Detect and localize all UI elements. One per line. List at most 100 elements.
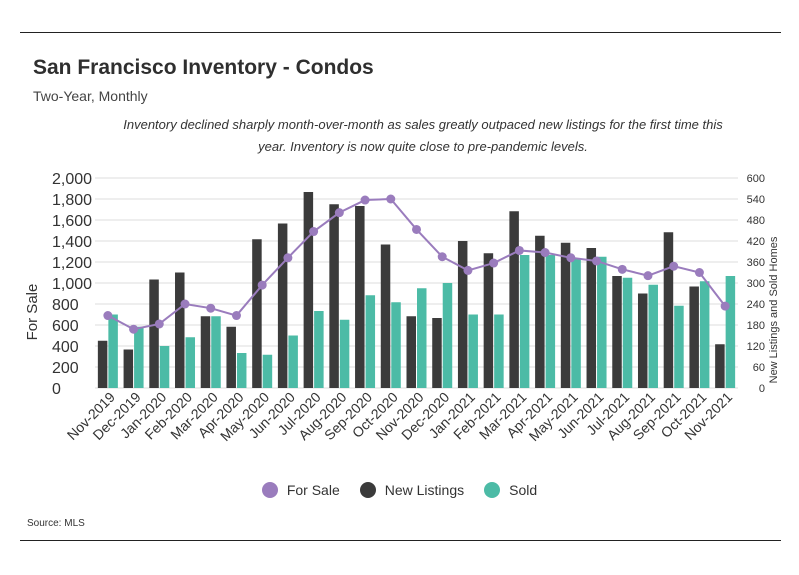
point-for-sale: [720, 301, 730, 311]
y-tick-right: 360: [747, 257, 765, 269]
point-for-sale: [669, 261, 679, 271]
bottom-rule: [20, 540, 781, 541]
y-tick-right: 300: [747, 278, 765, 290]
point-for-sale: [643, 271, 653, 281]
point-for-sale: [514, 245, 524, 255]
bar-new-listings: [637, 293, 648, 388]
point-for-sale: [154, 319, 164, 329]
chart-title: San Francisco Inventory - Condos: [33, 56, 374, 79]
source-note: Source: MLS: [27, 518, 85, 529]
point-for-sale: [309, 227, 319, 237]
chart-note: Inventory declined sharply month-over-mo…: [123, 117, 723, 154]
point-for-sale: [540, 248, 550, 258]
bar-sold: [134, 326, 144, 388]
bar-new-listings: [509, 211, 519, 388]
bar-new-listings: [355, 206, 365, 388]
bar-new-listings: [149, 279, 159, 388]
bar-sold: [185, 337, 196, 388]
bar-new-listings: [380, 244, 391, 388]
y-tick-right: 60: [753, 362, 765, 374]
bar-sold: [365, 295, 376, 388]
y-tick-left: 200: [52, 360, 79, 377]
legend-item-sold: Sold: [484, 482, 537, 498]
bar-new-listings: [586, 248, 597, 388]
point-for-sale: [412, 224, 421, 234]
bar-new-listings: [252, 239, 262, 388]
bar-sold: [236, 353, 247, 388]
y-tick-right: 240: [747, 299, 765, 311]
point-for-sale: [592, 256, 602, 266]
bar-sold: [288, 335, 298, 388]
bar-new-listings: [689, 286, 699, 388]
bar-new-listings: [457, 241, 468, 388]
bar-sold: [597, 256, 607, 388]
chart-canvas: 02004006008001,0001,2001,4001,6001,8002,…: [24, 171, 780, 444]
y-tick-right: 480: [747, 215, 765, 227]
y-tick-right: 120: [747, 341, 765, 353]
bar-new-listings: [226, 326, 236, 388]
point-for-sale: [206, 303, 216, 313]
y-tick-left: 1,800: [52, 192, 92, 209]
bar-sold: [211, 316, 221, 388]
bar-sold: [494, 314, 504, 388]
point-for-sale: [489, 258, 499, 268]
point-for-sale: [694, 268, 704, 277]
bar-sold: [391, 302, 401, 388]
bar-sold: [314, 311, 324, 388]
point-for-sale: [103, 311, 113, 321]
bar-new-listings: [483, 253, 494, 388]
point-for-sale: [386, 194, 396, 204]
y-tick-right: 420: [747, 236, 765, 248]
y-tick-left: 1,400: [52, 234, 92, 251]
point-for-sale: [231, 311, 241, 321]
point-for-sale: [566, 253, 576, 263]
bar-new-listings: [663, 232, 674, 388]
legend-swatch-new-listings: [359, 482, 376, 498]
legend-label-new-listings: New Listings: [384, 482, 465, 498]
bar-new-listings: [123, 349, 134, 388]
bar-new-listings: [715, 344, 725, 388]
y-tick-right: 0: [759, 383, 765, 395]
bar-sold: [468, 314, 478, 388]
bar-sold: [571, 258, 581, 388]
line-for-sale: [107, 197, 726, 331]
bar-new-listings: [277, 223, 288, 388]
bar-sold: [417, 288, 427, 388]
bar-new-listings: [560, 242, 571, 388]
y-tick-left: 1,200: [52, 255, 92, 272]
bar-new-listings: [200, 316, 211, 388]
y-tick-left: 1,600: [52, 213, 92, 230]
bar-sold: [545, 255, 556, 388]
legend-label-sold: Sold: [509, 482, 538, 498]
point-for-sale: [180, 299, 190, 309]
y-tick-right: 540: [747, 194, 765, 206]
point-for-sale: [360, 195, 370, 205]
y-axis-label-left: For Sale: [24, 284, 41, 341]
y-tick-left: 600: [52, 318, 79, 335]
bar-new-listings: [303, 192, 314, 388]
top-rule: [20, 32, 781, 33]
bar-new-listings: [432, 318, 442, 388]
y-tick-right: 600: [747, 173, 765, 185]
point-for-sale: [283, 253, 293, 263]
legend-swatch-for-sale: [261, 482, 278, 498]
y-axis-label-right: New Listings and Sold Homes: [768, 236, 780, 383]
legend: For Sale New Listings Sold: [0, 482, 799, 498]
bar-new-listings: [406, 316, 416, 388]
point-for-sale: [334, 208, 344, 218]
point-for-sale: [463, 265, 473, 275]
bar-new-listings: [175, 272, 185, 388]
y-tick-left: 800: [52, 297, 79, 314]
point-for-sale: [257, 280, 267, 290]
bar-new-listings: [535, 235, 545, 388]
legend-item-new-listings: New Listings: [359, 482, 465, 498]
point-for-sale: [617, 264, 627, 274]
bar-new-listings: [97, 340, 108, 388]
bar-sold: [442, 283, 453, 388]
legend-item-for-sale: For Sale: [261, 482, 340, 498]
bar-sold: [648, 284, 658, 388]
bar-sold: [725, 276, 736, 388]
bar-sold: [519, 255, 530, 388]
bar-sold: [699, 281, 710, 388]
bar-sold: [622, 277, 633, 388]
